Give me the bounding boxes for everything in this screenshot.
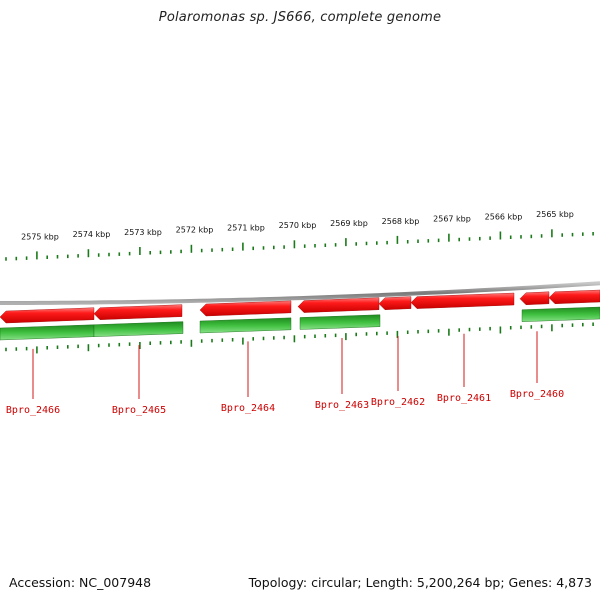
forward-gene [548,289,600,304]
gene-label[interactable]: Bpro_2466 [6,405,60,416]
forward-gene [297,297,380,313]
accession-text: Accession: NC_007948 [9,575,152,590]
forward-gene [0,307,95,324]
gene-label[interactable]: Bpro_2465 [112,405,166,416]
forward-gene [410,292,515,309]
forward-gene [199,300,292,317]
gene-label[interactable]: Bpro_2462 [371,397,425,408]
genome-backbone [0,281,600,305]
scale-tick-label: 2566 kbp [485,212,523,221]
genome-summary-text: Topology: circular; Length: 5,200,264 bp… [248,575,592,590]
scale-tick-label: 2567 kbp [433,215,471,224]
scale-tick-label: 2565 kbp [536,210,574,219]
reverse-gene [0,324,95,341]
reverse-gene [199,317,292,334]
gene-label[interactable]: Bpro_2460 [510,389,564,400]
scale-tick-label: 2572 kbp [176,226,214,235]
scale-tick-label: 2573 kbp [124,228,162,237]
scale-tick-label: 2569 kbp [330,219,368,228]
reverse-gene [299,314,381,330]
reverse-gene [93,321,184,337]
forward-gene [519,291,550,306]
forward-gene [378,296,412,310]
gene-label[interactable]: Bpro_2463 [315,400,369,411]
scale-tick-label: 2575 kbp [21,232,59,241]
scale-tick-label: 2568 kbp [382,217,420,226]
scale-tick-label: 2570 kbp [279,221,317,230]
map-title: Polaromonas sp. JS666, complete genome [158,10,442,25]
forward-gene [93,304,183,320]
scale-tick-label: 2574 kbp [73,230,111,239]
scale-tick-label: 2571 kbp [227,223,265,232]
gene-label[interactable]: Bpro_2461 [437,393,491,404]
gene-label[interactable]: Bpro_2464 [221,403,275,414]
reverse-gene [521,306,600,322]
